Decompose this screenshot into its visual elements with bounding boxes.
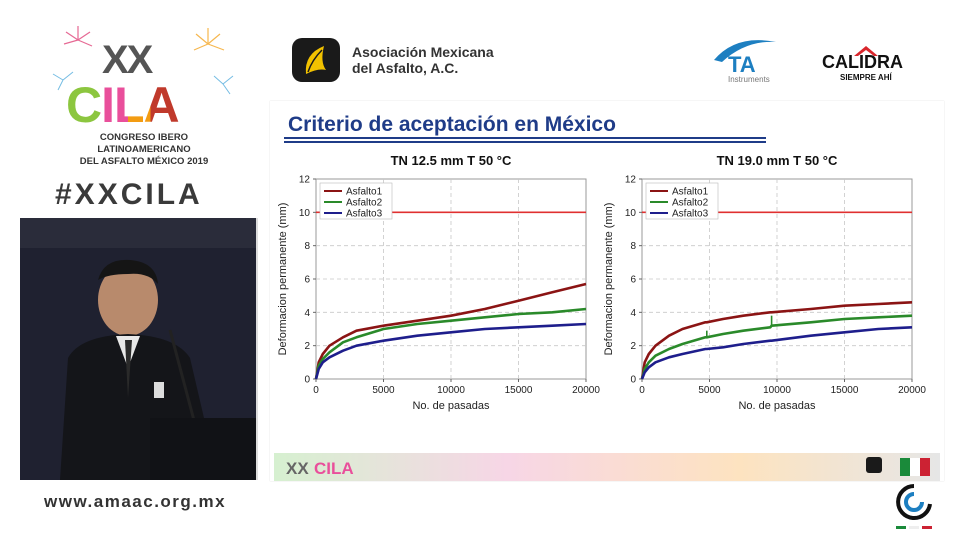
charts-area: TN 12.5 mm T 50 °C 0 2 4 6 8 10 12 0 5000 10000 150…	[277, 153, 926, 412]
chart-title: TN 12.5 mm T 50 °C	[391, 153, 512, 168]
chart-tn-12-5: TN 12.5 mm T 50 °C 0 2 4 6 8 10 12 0 5000 10000 150…	[277, 153, 600, 412]
legend-entry: Asfalto3	[672, 209, 709, 220]
x-tick-label: 15000	[505, 385, 533, 396]
calidra-wordmark: CALIDRA	[822, 52, 903, 72]
x-tick-label: 10000	[437, 385, 465, 396]
series-line-asfalto1	[314, 282, 587, 380]
chart-title: TN 19.0 mm T 50 °C	[717, 153, 838, 168]
speaker-figure-icon	[20, 218, 256, 480]
legend-entry: Asfalto1	[346, 187, 383, 198]
calidra-tagline: SIEMPRE AHÍ	[840, 73, 892, 82]
series-line-asfalto3	[640, 326, 913, 380]
ta-wordmark: TA	[728, 52, 756, 77]
series-line-asfalto3	[314, 322, 587, 380]
amaac-name: Asociación Mexicana del Asfalto, A.C.	[352, 44, 494, 76]
x-tick-label: 5000	[698, 385, 721, 396]
y-tick-label: 0	[304, 375, 310, 386]
amaac-logo	[290, 36, 342, 84]
slide-title: Criterio de aceptación en México	[288, 113, 616, 136]
chart-tn-19-0: TN 19.0 mm T 50 °C 0 2 4 6 8 10 12 0 5000 10000 150…	[603, 153, 926, 412]
calidra-roof-icon: CALIDRA SIEMPRE AHÍ	[822, 46, 903, 82]
amaac-emblem-icon	[292, 38, 340, 82]
speaker-video	[20, 218, 258, 480]
hashtag: #XXCILA	[55, 178, 203, 211]
y-axis-label: Deformacion permanente (mm)	[603, 203, 615, 356]
x-tick-label: 15000	[831, 385, 859, 396]
roman-numeral: XX	[102, 38, 153, 82]
legend-entry: Asfalto3	[346, 209, 383, 220]
presentation-slide: Criterio de aceptación en México TN 12.5…	[270, 101, 944, 481]
footer-cila: CILA	[314, 459, 354, 478]
x-axis-label: No. de pasadas	[412, 400, 490, 412]
x-tick-label: 10000	[763, 385, 791, 396]
legend-entry: Asfalto1	[672, 187, 709, 198]
footer-roman: XX	[286, 459, 309, 478]
congress-name: CONGRESO IBERO LATINOAMERICANO DEL ASFAL…	[58, 132, 230, 168]
ta-instruments-logo: TA Instruments	[706, 32, 786, 84]
y-axis-label: Deformacion permanente (mm)	[277, 203, 289, 356]
calidra-logo: CALIDRA SIEMPRE AHÍ	[820, 44, 916, 84]
y-tick-label: 12	[625, 175, 637, 186]
y-tick-label: 4	[630, 308, 636, 319]
y-tick-label: 4	[304, 308, 310, 319]
amaac-line-1: Asociación Mexicana	[352, 44, 494, 60]
congress-line-2: DEL ASFALTO MÉXICO 2019	[79, 156, 209, 167]
x-tick-label: 0	[313, 385, 319, 396]
corner-swirl-icon	[896, 484, 932, 529]
xxcila-logo: XX CILA CONGRESO IBERO LATINOAMERICANO D…	[48, 20, 238, 170]
title-underline	[284, 137, 766, 143]
y-tick-label: 0	[630, 375, 636, 386]
slide-footer: XX CILA	[274, 453, 940, 481]
amaac-corner-logo	[892, 480, 936, 532]
series-line-asfalto2	[314, 307, 587, 380]
x-axis-label: No. de pasadas	[738, 400, 816, 412]
ta-swoosh-icon: TA Instruments	[714, 40, 776, 84]
y-tick-label: 12	[299, 175, 311, 186]
cila-wordmark: CILA	[66, 77, 180, 133]
legend-entry: Asfalto2	[672, 198, 709, 209]
y-tick-label: 6	[304, 275, 310, 286]
y-tick-label: 2	[304, 341, 310, 352]
congress-line-1: CONGRESO IBERO LATINOAMERICANO	[97, 132, 191, 155]
amaac-line-2: del Asfalto, A.C.	[352, 60, 459, 76]
ta-subtitle: Instruments	[728, 75, 770, 84]
y-tick-label: 6	[630, 275, 636, 286]
y-tick-label: 2	[630, 341, 636, 352]
series-line-asfalto2	[640, 314, 913, 380]
x-tick-label: 5000	[372, 385, 395, 396]
x-tick-label: 0	[639, 385, 645, 396]
x-tick-label: 20000	[572, 385, 600, 396]
x-tick-label: 20000	[898, 385, 926, 396]
legend-entry: Asfalto2	[346, 198, 383, 209]
website-url[interactable]: www.amaac.org.mx	[44, 492, 227, 511]
y-tick-label: 8	[630, 241, 636, 252]
y-tick-label: 10	[299, 208, 311, 219]
mexico-flag-icon	[900, 458, 910, 476]
fireworks-icon	[52, 26, 234, 95]
series-line-asfalto1	[640, 301, 913, 380]
y-tick-label: 8	[304, 241, 310, 252]
footer-amaac-icon	[866, 457, 882, 473]
y-tick-label: 10	[625, 208, 637, 219]
